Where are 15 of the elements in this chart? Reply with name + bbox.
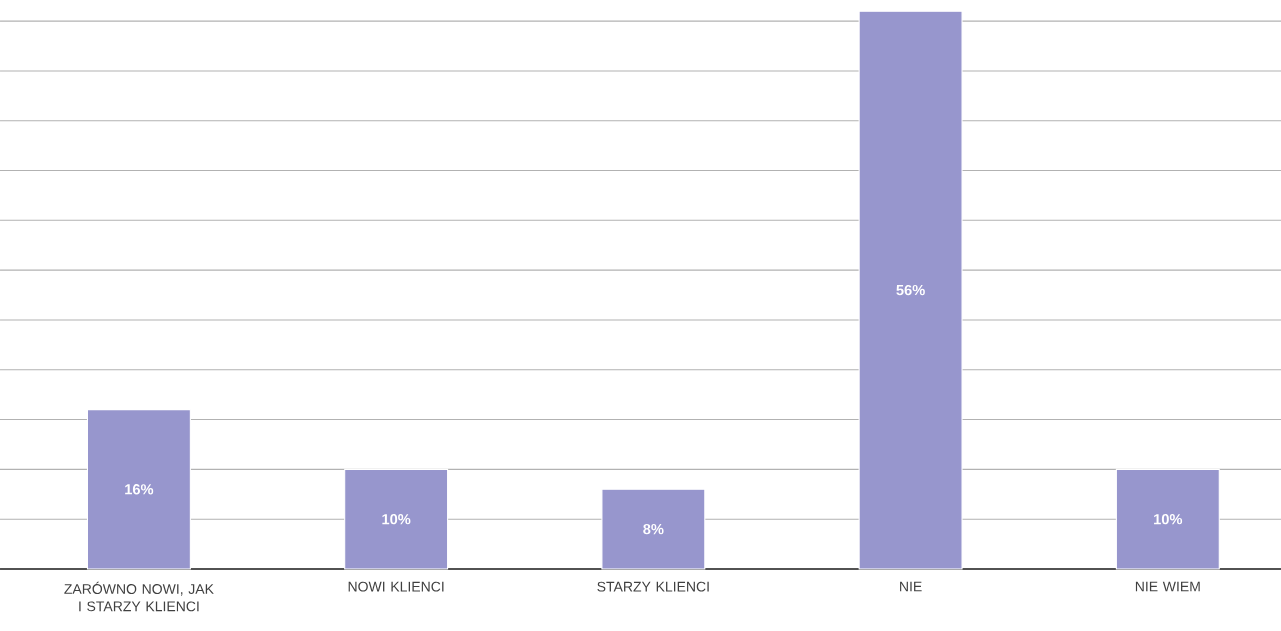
x-tick-label: STARZY KLIENCI [597,581,709,592]
x-tick-label: ZARÓWNO NOWI, JAK I STARZY KLIENCI [64,581,214,612]
data-label: 56% [896,284,925,296]
data-label: 8% [643,523,664,535]
x-tick-label: NIE [900,581,922,592]
bar [601,488,706,570]
x-tick-label: NIE WIEM [1135,581,1200,592]
data-label: 10% [382,514,411,525]
bar [344,468,449,570]
bar [858,10,963,570]
data-label: 16% [125,484,154,495]
bar [1115,468,1220,570]
bar [86,409,191,570]
x-tick-label: NOWI KLIENCI [348,581,444,592]
data-label: 10% [1154,514,1183,525]
